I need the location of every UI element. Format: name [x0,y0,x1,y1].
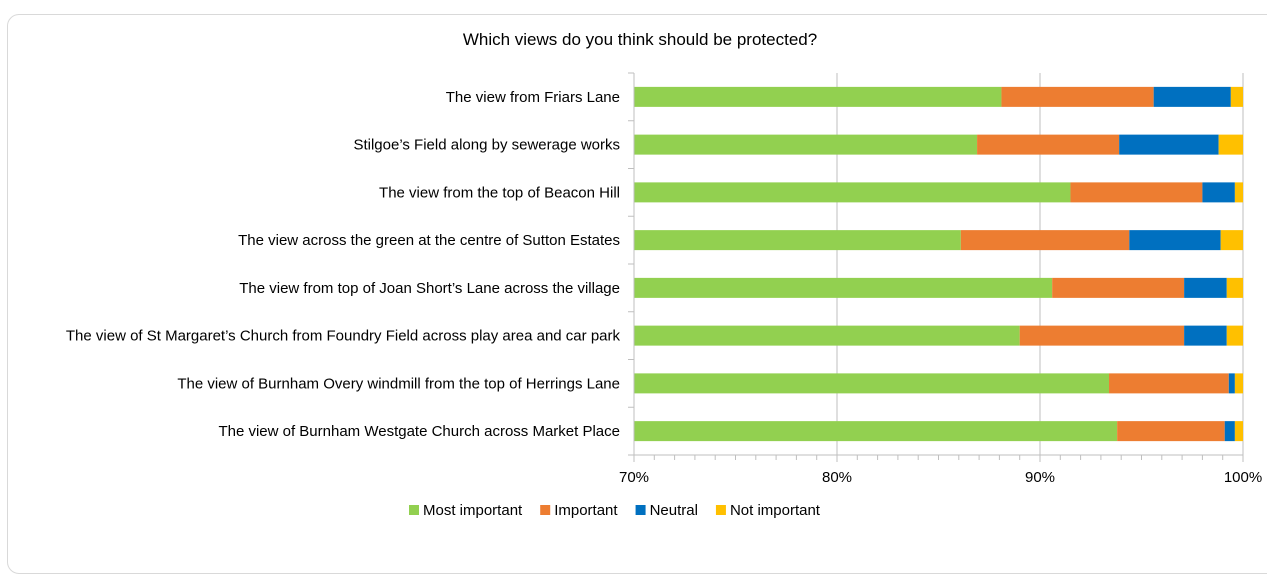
x-axis: 70% 80% 90% 100% [619,454,1262,486]
bar-segment [1117,421,1225,442]
category-label: The view of Burnham Overy windmill from … [177,375,620,392]
bar-segment [634,325,1020,346]
bar-segment [634,421,1118,442]
bar-segment [1218,134,1243,155]
bar-segment [1234,421,1243,442]
bar-segment [960,230,1130,251]
legend-swatch [715,505,726,515]
bar-segment [634,373,1110,394]
legend-swatch [635,505,646,515]
bar-segment [1070,182,1203,203]
x-tick-label: 100% [1224,469,1262,486]
category-label: The view of Burnham Westgate Church acro… [218,423,620,440]
bar-segment [634,86,1002,107]
bar-segment [634,182,1071,203]
bar-segment [1202,182,1235,203]
x-tick-label: 70% [619,469,649,486]
category-label: The view from top of Joan Short’s Lane a… [239,280,620,297]
bar-segment [1153,86,1231,107]
bar-segment [1224,421,1235,442]
bar-segment [1230,86,1243,107]
stacked-bar-chart: Which views do you think should be prote… [66,30,1262,519]
x-tick-label: 80% [822,469,852,486]
legend-label: Not important [730,502,821,519]
bars [634,86,1243,442]
bar-segment [634,277,1053,298]
bar-segment [1129,230,1221,251]
legend-label: Neutral [650,502,698,519]
bar-segment [977,134,1120,155]
x-tick-label: 90% [1025,469,1055,486]
legend-label: Most important [423,502,523,519]
category-label: The view across the green at the centre … [238,232,620,249]
bar-segment [1234,182,1243,203]
category-label: The view of St Margaret’s Church from Fo… [66,328,621,345]
legend: Most important Important Neutral Not import… [409,502,821,519]
bar-segment [1228,373,1235,394]
bar-segment [1226,325,1243,346]
category-label: The view from the top of Beacon Hill [379,184,620,201]
bar-segment [1226,277,1243,298]
legend-swatch [409,505,419,515]
category-labels: The view from Friars Lane Stilgoe’s Field… [66,89,621,440]
bar-segment [1234,373,1243,394]
bar-segment [1052,277,1185,298]
category-label: Stilgoe’s Field along by sewerage works [353,137,620,154]
legend-label: Important [554,502,618,519]
chart-title: Which views do you think should be prote… [463,30,817,49]
bar-segment [1001,86,1154,107]
category-label: The view from Friars Lane [446,89,620,106]
bar-segment [1184,325,1227,346]
bar-segment [1184,277,1227,298]
bar-segment [1109,373,1229,394]
bar-segment [1019,325,1185,346]
bar-segment [1119,134,1219,155]
legend-swatch [540,505,551,515]
bar-segment [1220,230,1243,251]
gridlines [836,73,1244,455]
bar-segment [634,230,961,251]
bar-segment [634,134,978,155]
y-axis [628,72,635,456]
